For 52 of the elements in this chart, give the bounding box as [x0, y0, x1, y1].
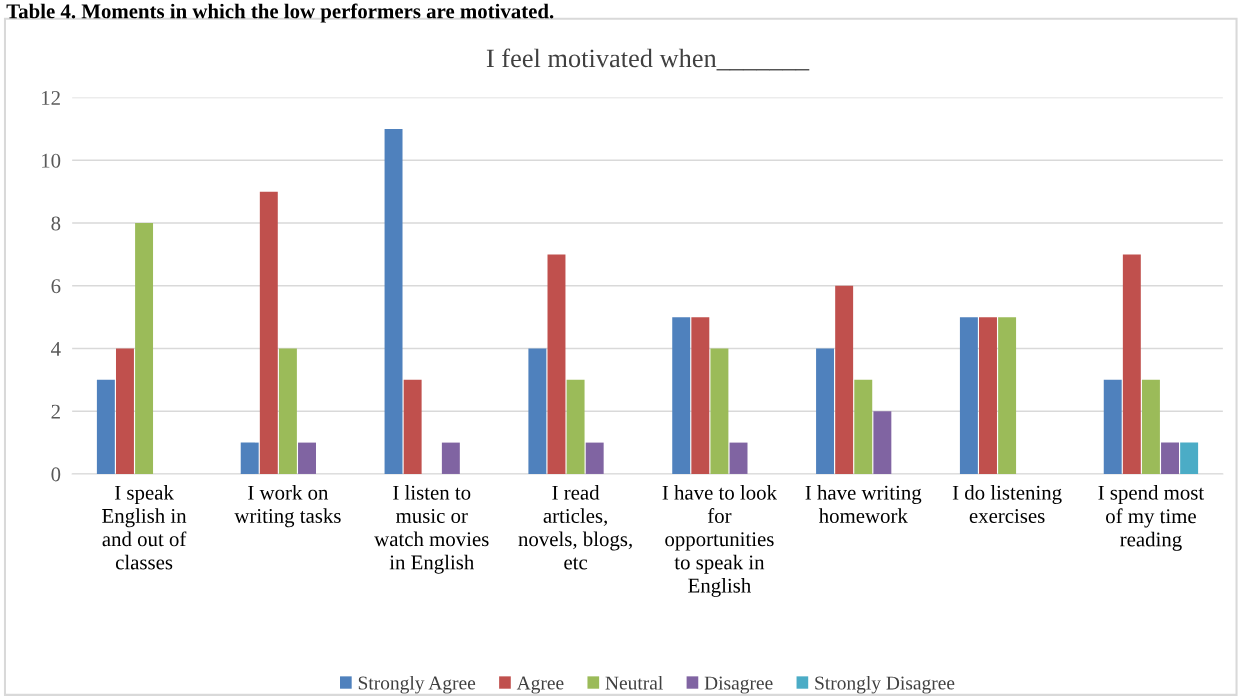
- legend-label: Neutral: [605, 675, 663, 690]
- x-tick-label: I do listening exercises: [952, 485, 1062, 524]
- bar: [278, 348, 297, 474]
- y-tick-label: 4: [51, 342, 61, 356]
- bar: [816, 348, 835, 474]
- bar: [96, 379, 115, 474]
- legend-label: Strongly Agree: [358, 675, 476, 694]
- y-tick-label: 0: [51, 467, 61, 482]
- y-tick-label: 6: [51, 279, 61, 294]
- bar: [115, 348, 134, 474]
- bar: [672, 317, 691, 474]
- y-tick-label: 10: [42, 153, 61, 168]
- bar: [1103, 379, 1122, 474]
- y-tick-label: 2: [51, 404, 60, 419]
- bar: [710, 348, 729, 474]
- legend-label: Disagree: [704, 676, 773, 694]
- bar: [854, 379, 873, 474]
- bar: [1141, 379, 1160, 474]
- bar: [998, 317, 1017, 474]
- bar: [298, 442, 316, 474]
- bar: [835, 285, 854, 474]
- x-tick-label: I work on writing tasks: [234, 485, 341, 528]
- bar: [959, 317, 978, 474]
- bar: [240, 442, 259, 474]
- bar: [1122, 254, 1141, 474]
- bar: [979, 317, 997, 474]
- x-tick-label: I spend most of my time reading: [1098, 485, 1205, 551]
- legend-label: Strongly Disagree: [815, 675, 955, 694]
- y-tick-label: 8: [51, 216, 61, 231]
- bar: [259, 191, 278, 474]
- bar: [873, 411, 892, 474]
- bar: [135, 223, 154, 474]
- bar: [441, 442, 460, 474]
- bar: [585, 442, 604, 474]
- caption: Table 4. Moments in which the low performers are motivated.: [6, 3, 554, 23]
- bar: [384, 128, 403, 474]
- y-tick-label: 12: [42, 91, 60, 105]
- bar: [403, 379, 422, 474]
- x-tick-label: I have to look for opportunities to speak in English: [662, 485, 777, 597]
- bar: [1161, 442, 1180, 474]
- bar: [1180, 442, 1199, 474]
- bar: [691, 317, 710, 474]
- bar: [528, 348, 547, 474]
- bar: [566, 379, 585, 474]
- bar: [547, 254, 566, 474]
- legend-label: Agree: [516, 676, 564, 694]
- x-tick-label: I listen to music or watch movies in English: [374, 485, 489, 574]
- x-tick-label: I have writing homework: [805, 485, 922, 524]
- bar: [729, 442, 748, 474]
- chart-title: I feel motivated when_______: [486, 48, 810, 71]
- x-tick-label: I read articles, novels, blogs, etc: [518, 485, 632, 570]
- x-tick-label: I speak English in and out of classes: [102, 485, 187, 570]
